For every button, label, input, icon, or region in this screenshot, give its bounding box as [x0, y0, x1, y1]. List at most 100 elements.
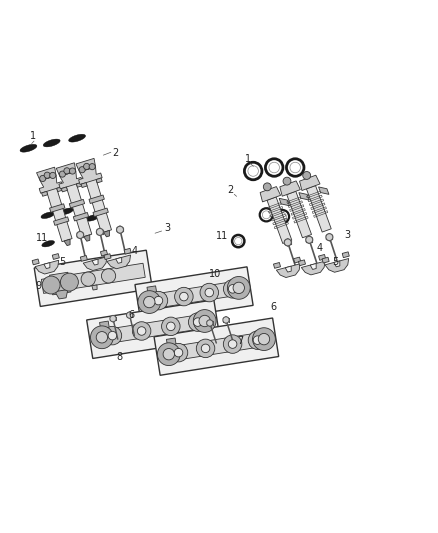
Circle shape [102, 269, 116, 283]
Polygon shape [60, 208, 73, 215]
Circle shape [81, 272, 95, 286]
Circle shape [103, 326, 122, 345]
Polygon shape [46, 186, 72, 241]
Text: 7: 7 [237, 336, 243, 346]
Circle shape [144, 296, 155, 308]
Circle shape [89, 164, 95, 169]
Circle shape [138, 327, 146, 335]
Circle shape [326, 233, 333, 241]
Circle shape [163, 349, 174, 360]
Polygon shape [86, 215, 99, 221]
Polygon shape [69, 199, 85, 208]
Circle shape [138, 290, 161, 313]
Circle shape [60, 273, 78, 291]
Polygon shape [301, 261, 325, 275]
Circle shape [149, 292, 168, 310]
Polygon shape [85, 177, 112, 233]
Polygon shape [124, 248, 131, 254]
Text: 10: 10 [209, 269, 221, 279]
Text: 8: 8 [116, 352, 122, 362]
Circle shape [227, 277, 250, 299]
Polygon shape [310, 263, 316, 270]
Circle shape [132, 322, 151, 340]
Polygon shape [35, 260, 59, 274]
Polygon shape [276, 264, 300, 278]
Circle shape [108, 332, 117, 340]
Polygon shape [43, 139, 60, 147]
Polygon shape [322, 257, 329, 263]
Polygon shape [69, 134, 85, 142]
Polygon shape [20, 144, 37, 152]
Polygon shape [34, 250, 152, 306]
Polygon shape [260, 187, 281, 202]
Polygon shape [142, 280, 246, 310]
Polygon shape [104, 254, 111, 260]
Circle shape [284, 239, 291, 246]
Polygon shape [84, 235, 90, 241]
Circle shape [96, 332, 108, 343]
Polygon shape [39, 176, 63, 193]
Circle shape [248, 331, 267, 350]
Text: 1: 1 [245, 154, 251, 164]
Polygon shape [41, 263, 145, 293]
Circle shape [77, 231, 84, 238]
Polygon shape [76, 182, 82, 187]
Polygon shape [107, 255, 131, 269]
Polygon shape [154, 318, 279, 375]
Polygon shape [285, 266, 291, 272]
Text: 5: 5 [60, 257, 66, 267]
Polygon shape [334, 261, 340, 267]
Polygon shape [87, 300, 220, 359]
Polygon shape [116, 257, 122, 263]
Circle shape [233, 282, 244, 294]
Circle shape [205, 288, 214, 297]
Polygon shape [80, 255, 87, 261]
Circle shape [69, 168, 75, 174]
Polygon shape [89, 195, 104, 204]
Text: 4: 4 [132, 246, 138, 256]
Polygon shape [44, 263, 50, 269]
Polygon shape [267, 197, 292, 244]
Polygon shape [135, 267, 253, 323]
Circle shape [253, 336, 262, 344]
Polygon shape [99, 321, 110, 330]
Polygon shape [59, 171, 82, 189]
Polygon shape [41, 212, 54, 219]
Circle shape [200, 284, 219, 302]
Polygon shape [66, 182, 92, 237]
Circle shape [44, 172, 50, 178]
Circle shape [174, 349, 183, 357]
Polygon shape [287, 191, 311, 238]
Text: 3: 3 [344, 230, 350, 240]
Polygon shape [293, 257, 300, 263]
Circle shape [283, 177, 291, 185]
Polygon shape [42, 191, 48, 196]
Circle shape [64, 168, 70, 174]
Polygon shape [300, 175, 320, 190]
Text: 2: 2 [227, 185, 233, 195]
Polygon shape [92, 285, 97, 290]
Polygon shape [61, 187, 67, 192]
Polygon shape [273, 262, 280, 268]
Circle shape [303, 172, 311, 180]
Polygon shape [103, 230, 110, 237]
Polygon shape [73, 213, 88, 221]
Circle shape [49, 172, 56, 179]
Circle shape [169, 343, 188, 362]
Polygon shape [78, 167, 102, 184]
Circle shape [194, 318, 202, 326]
Circle shape [263, 183, 271, 191]
Circle shape [228, 340, 237, 349]
Polygon shape [325, 259, 349, 272]
Circle shape [193, 310, 216, 333]
Polygon shape [94, 313, 213, 345]
Circle shape [175, 287, 193, 306]
Text: 9: 9 [35, 281, 42, 291]
Circle shape [117, 226, 124, 233]
Circle shape [253, 328, 276, 351]
Circle shape [96, 229, 103, 236]
Polygon shape [96, 178, 102, 183]
Circle shape [223, 280, 242, 298]
Text: 11: 11 [216, 231, 229, 241]
Polygon shape [280, 181, 300, 196]
